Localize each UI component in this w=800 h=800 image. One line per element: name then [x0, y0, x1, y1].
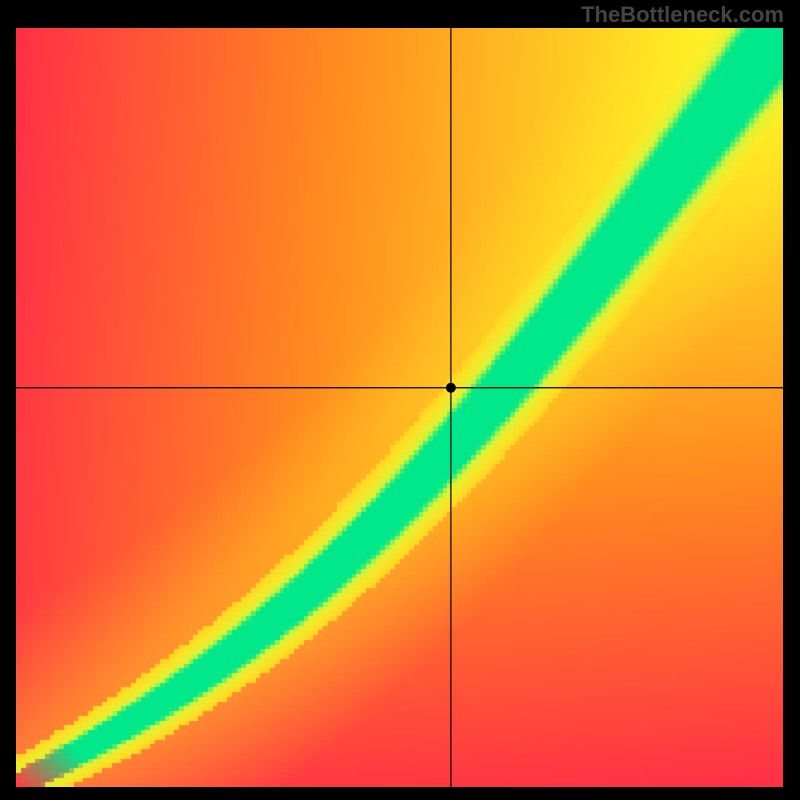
- crosshair-marker: [446, 383, 456, 393]
- chart-container: TheBottleneck.com: [0, 0, 800, 800]
- chart-overlay: [0, 0, 800, 800]
- watermark-label: TheBottleneck.com: [581, 2, 784, 28]
